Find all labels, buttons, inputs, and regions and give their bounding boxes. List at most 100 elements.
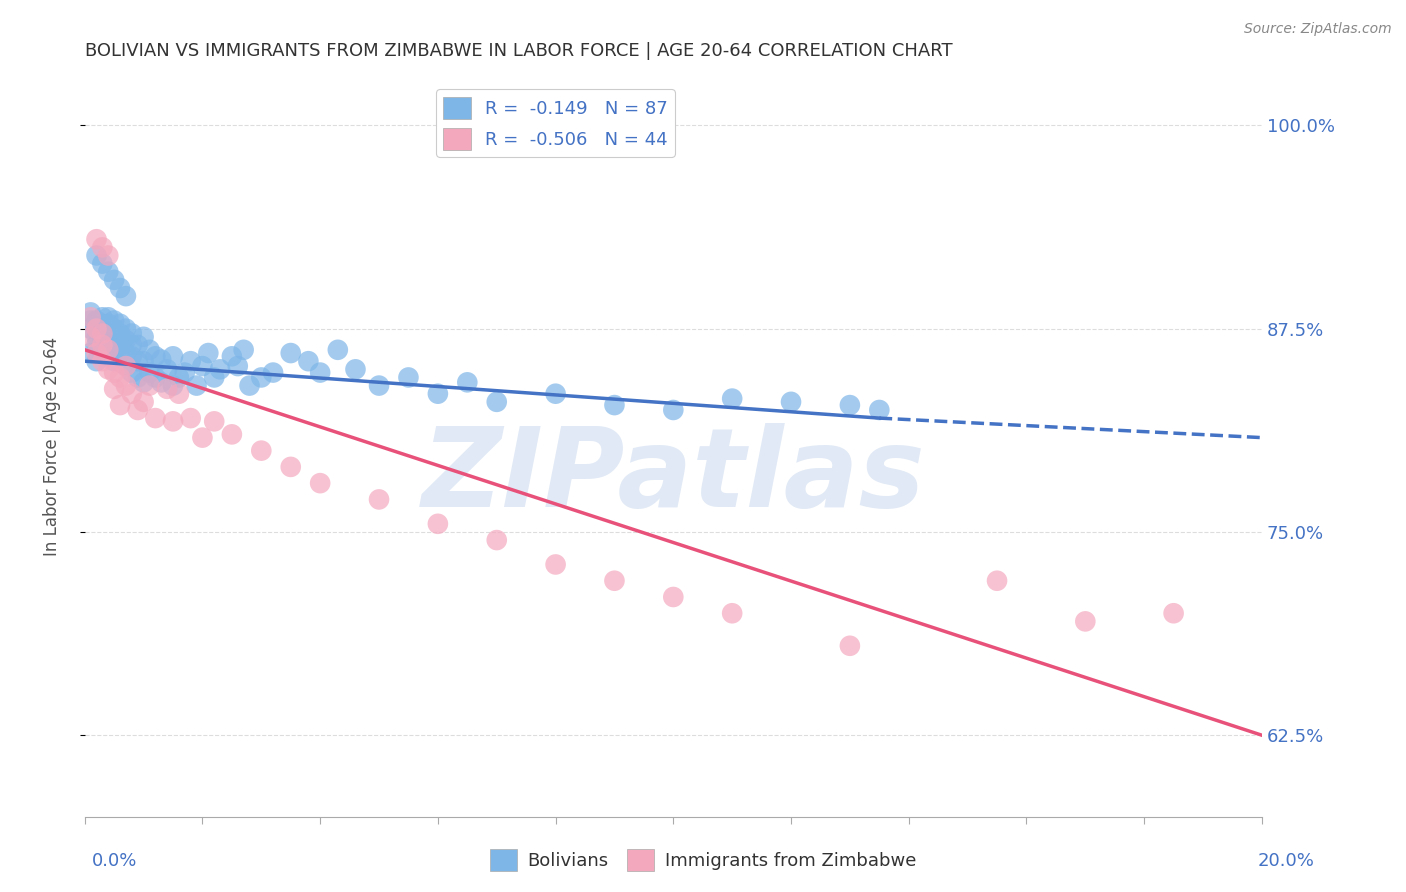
Point [91,240,114,254]
Point [662,590,685,604]
Point [838,639,860,653]
Point [132,376,155,390]
Point [603,398,626,412]
Point [127,370,149,384]
Point [79,330,101,344]
Point [97,343,120,357]
Point [115,289,138,303]
Point [115,321,138,335]
Point [868,403,890,417]
Point [108,349,131,363]
Point [86,313,108,327]
Point [108,398,131,412]
Point [79,305,101,319]
Point [97,326,120,341]
Point [132,330,155,344]
Point [197,346,219,360]
Point [326,343,349,357]
Point [79,310,101,325]
Point [603,574,626,588]
Text: 0.0%: 0.0% [91,852,136,870]
Point [103,366,125,380]
Point [368,378,391,392]
Point [456,376,478,390]
Point [108,326,131,341]
Point [97,248,120,262]
Point [91,338,114,352]
Point [108,317,131,331]
Point [115,346,138,360]
Point [103,321,125,335]
Point [167,370,190,384]
Point [226,359,249,373]
Point [127,338,149,352]
Point [180,354,202,368]
Point [115,359,138,373]
Point [191,359,214,373]
Point [150,352,173,367]
Point [780,394,803,409]
Point [143,349,166,363]
Text: BOLIVIAN VS IMMIGRANTS FROM ZIMBABWE IN LABOR FORCE | AGE 20-64 CORRELATION CHAR: BOLIVIAN VS IMMIGRANTS FROM ZIMBABWE IN … [84,42,952,60]
Point [86,338,108,352]
Legend: Bolivians, Immigrants from Zimbabwe: Bolivians, Immigrants from Zimbabwe [482,842,924,879]
Point [162,378,184,392]
Point [97,310,120,325]
Point [721,607,744,621]
Legend: R =  -0.149   N = 87, R =  -0.506   N = 44: R = -0.149 N = 87, R = -0.506 N = 44 [436,89,675,157]
Point [202,370,225,384]
Point [138,366,160,380]
Point [79,313,101,327]
Point [662,403,685,417]
Point [143,370,166,384]
Point [221,349,243,363]
Point [121,338,143,352]
Point [91,354,114,368]
Point [250,370,273,384]
Point [121,326,143,341]
Point [115,333,138,347]
Point [108,338,131,352]
Point [86,330,108,344]
Point [162,349,184,363]
Point [297,354,319,368]
Point [103,313,125,327]
Point [108,281,131,295]
Point [103,333,125,347]
Point [202,414,225,428]
Point [250,443,273,458]
Point [309,366,332,380]
Text: ZIPatlas: ZIPatlas [422,423,925,530]
Point [150,376,173,390]
Point [173,366,195,380]
Point [986,574,1008,588]
Point [426,386,449,401]
Point [280,459,302,474]
Point [86,232,108,246]
Point [91,326,114,341]
Point [108,370,131,384]
Point [103,273,125,287]
Point [103,354,125,368]
Point [209,362,232,376]
Point [221,427,243,442]
Point [162,414,184,428]
Point [121,349,143,363]
Point [156,362,179,376]
Point [368,492,391,507]
Point [97,265,120,279]
Point [86,346,108,360]
Point [97,362,120,376]
Point [91,317,114,331]
Point [132,354,155,368]
Point [344,362,367,376]
Point [309,476,332,491]
Point [86,321,108,335]
Point [103,382,125,396]
Point [838,398,860,412]
Point [121,386,143,401]
Point [238,378,260,392]
Point [426,516,449,531]
Point [115,378,138,392]
Point [280,346,302,360]
